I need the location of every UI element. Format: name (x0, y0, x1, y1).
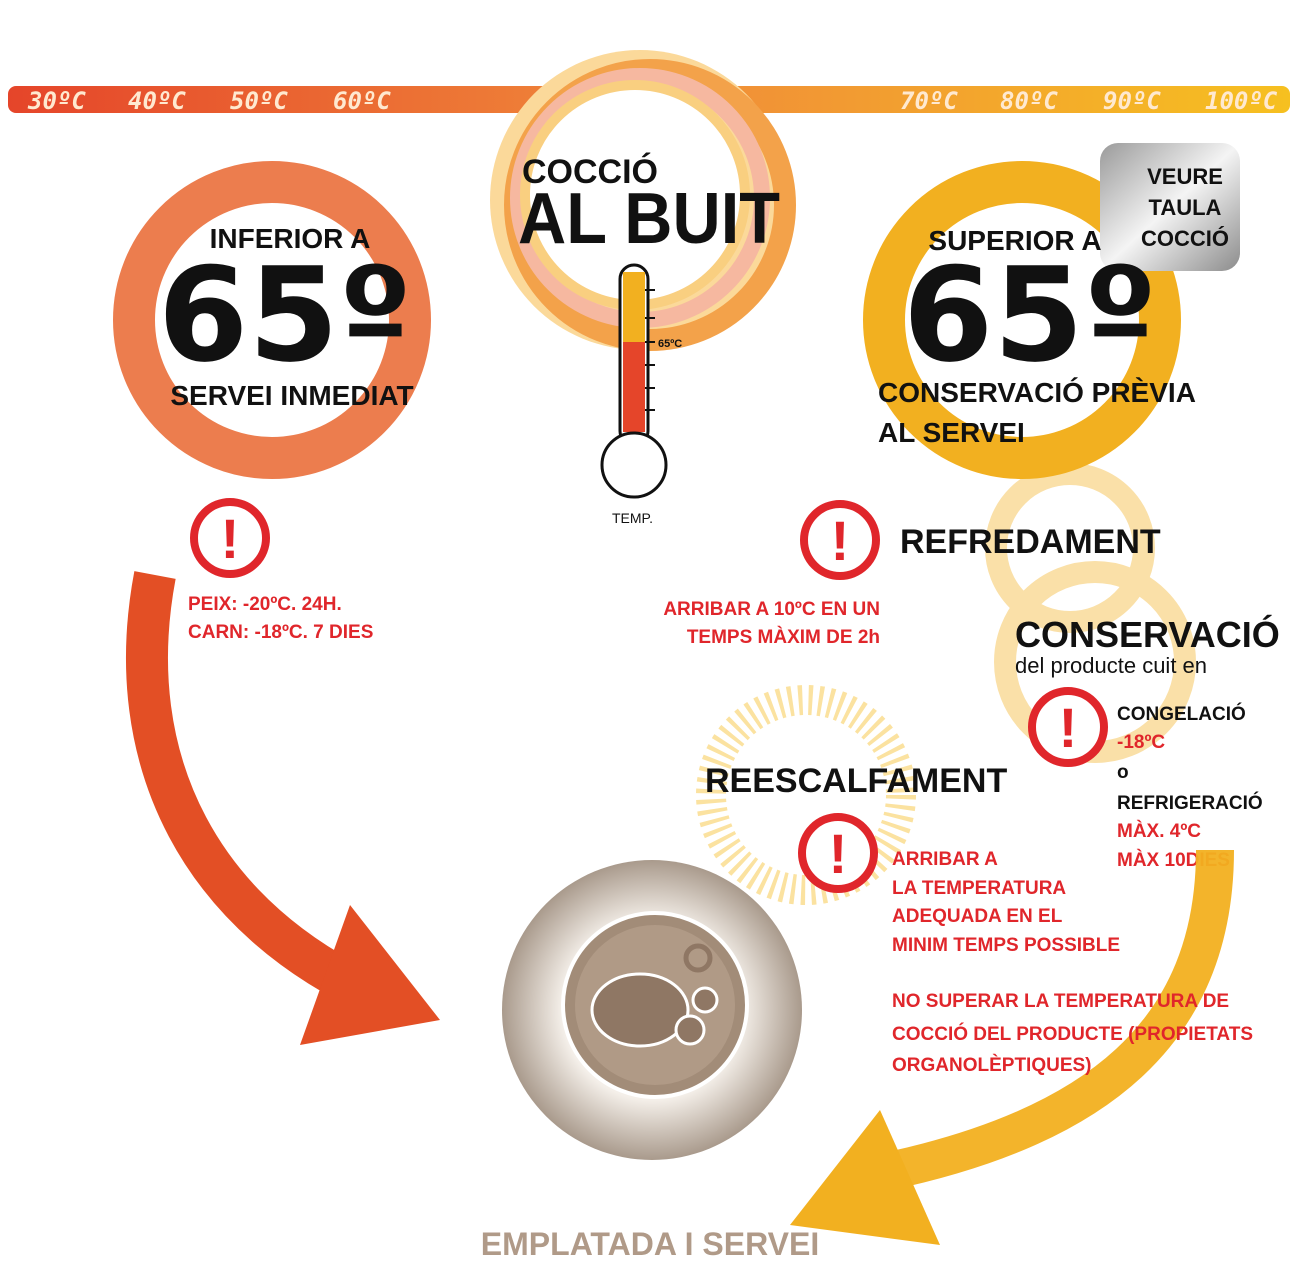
svg-text:!: ! (829, 822, 848, 885)
reheating-warning: COCCIÓ DEL PRODUCTE (PROPIETATS (892, 1023, 1253, 1045)
left-warning: CARN: -18ºC. 7 DIES (188, 622, 373, 643)
scale-label: 50ºC (230, 87, 288, 115)
cooling-note: TEMPS MÀXIM DE 2h (687, 626, 880, 648)
right-value: 65º (903, 239, 1157, 391)
right-subtitle: AL SERVEI (878, 417, 1025, 448)
reheating-warning: ORGANOLÈPTIQUES) (892, 1054, 1092, 1076)
reheating-note: LA TEMPERATURA (892, 878, 1066, 899)
thermometer-label: TEMP. (612, 510, 653, 526)
scale-label: 80ºC (1000, 87, 1058, 115)
scale-label: 90ºC (1103, 87, 1161, 115)
right-ring (863, 161, 1181, 479)
option: MÀX. 4ºC (1117, 820, 1201, 842)
conservation-subtitle: del producte cuit en (1015, 653, 1207, 678)
left-subtitle: SERVEI INMEDIAT (170, 380, 413, 411)
warning-icon: ! (798, 813, 878, 893)
sunburst (696, 685, 916, 905)
right-subtitle: CONSERVACIÓ PRÈVIA (878, 377, 1196, 408)
option: CONGELACIÓ (1117, 703, 1246, 725)
scale-label: 30ºC (27, 87, 86, 115)
thermometer (600, 263, 668, 499)
thermometer-mark: 65ºC (658, 338, 682, 350)
scale-label: 70ºC (900, 87, 958, 115)
title-small: COCCIÓ (522, 153, 658, 191)
scale-label: 40ºC (128, 87, 186, 115)
button-label: COCCIÓ (1141, 226, 1229, 251)
button[interactable] (1100, 143, 1240, 271)
ring (985, 463, 1155, 633)
warning-icon: ! (190, 498, 270, 578)
cooling-title: REFREDAMENT (900, 523, 1161, 561)
svg-text:!: ! (221, 507, 240, 570)
right-heading: SUPERIOR A (928, 225, 1101, 256)
left-value: 65º (158, 239, 412, 391)
footer: EMPLATADA I SERVEI (481, 1226, 819, 1262)
reheating-note: ADEQUADA EN EL (892, 906, 1063, 927)
scale-label: 60ºC (333, 87, 391, 115)
left-arrow-head (300, 905, 440, 1045)
warning-icon: ! (800, 500, 880, 580)
title-big: AL BUIT (518, 179, 780, 259)
cooling-note: ARRIBAR A 10ºC EN UN (663, 599, 880, 620)
center-circle (490, 50, 796, 351)
reheating-note: ARRIBAR A (892, 849, 998, 870)
option: o (1117, 762, 1129, 783)
option: REFRIGERACIÓ (1117, 792, 1263, 814)
reheating-note: MINIM TEMPS POSSIBLE (892, 935, 1120, 956)
warning-icon: ! (1028, 687, 1108, 767)
button-label: VEURE (1147, 164, 1223, 189)
option: -18ºC (1117, 732, 1165, 753)
reheating-warning: NO SUPERAR LA TEMPERATURA DE (892, 991, 1229, 1012)
left-heading: INFERIOR A (210, 223, 371, 254)
scale-label: 100ºC (1205, 87, 1278, 115)
left-ring (113, 161, 431, 479)
svg-text:!: ! (1059, 696, 1078, 759)
reheating-title: REESCALFAMENT (705, 762, 1007, 800)
right-arrow-head (790, 1110, 940, 1245)
left-warning: PEIX: -20ºC. 24H. (188, 594, 342, 615)
left-arrow (126, 571, 394, 1020)
scale: 30ºC 40ºC 50ºC 60ºC 70ºC 80ºC 90ºC 100ºC (27, 87, 1278, 115)
right-arrow (866, 849, 1234, 1194)
svg-text:!: ! (831, 509, 850, 572)
conservation-title: CONSERVACIÓ (1015, 613, 1280, 655)
button-label: TAULA (1149, 195, 1222, 220)
plate (502, 860, 802, 1160)
